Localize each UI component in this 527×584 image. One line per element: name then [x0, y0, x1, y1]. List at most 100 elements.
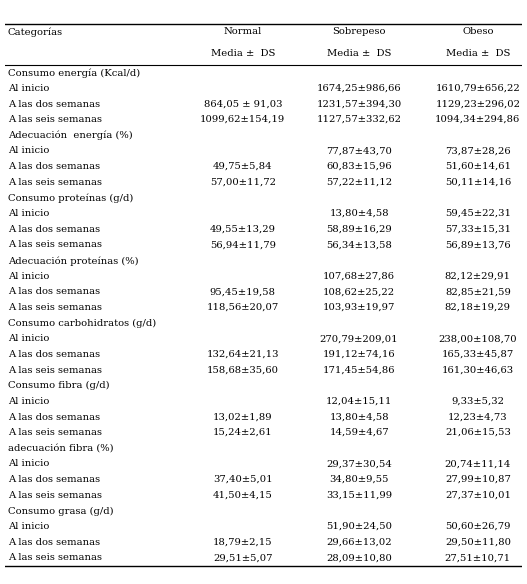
Text: 95,45±19,58: 95,45±19,58 [210, 287, 276, 296]
Text: 77,87±43,70: 77,87±43,70 [326, 147, 392, 155]
Text: 82,12±29,91: 82,12±29,91 [445, 272, 511, 281]
Text: 27,37±10,01: 27,37±10,01 [445, 491, 511, 500]
Text: 27,51±10,71: 27,51±10,71 [445, 554, 511, 562]
Text: 158,68±35,60: 158,68±35,60 [207, 366, 279, 374]
Text: 238,00±108,70: 238,00±108,70 [438, 334, 517, 343]
Text: 50,11±14,16: 50,11±14,16 [445, 178, 511, 187]
Text: Media ±  DS: Media ± DS [211, 49, 275, 58]
Text: A las dos semanas: A las dos semanas [8, 475, 100, 484]
Text: 191,12±74,16: 191,12±74,16 [323, 350, 395, 359]
Text: Adecuación  energía (%): Adecuación energía (%) [8, 131, 133, 140]
Text: 37,40±5,01: 37,40±5,01 [213, 475, 272, 484]
Text: Consumo grasa (g/d): Consumo grasa (g/d) [8, 506, 113, 516]
Text: 56,89±13,76: 56,89±13,76 [445, 241, 511, 249]
Text: 51,60±14,61: 51,60±14,61 [445, 162, 511, 171]
Text: 165,33±45,87: 165,33±45,87 [442, 350, 514, 359]
Text: 34,80±9,55: 34,80±9,55 [329, 475, 389, 484]
Text: 57,33±15,31: 57,33±15,31 [445, 225, 511, 234]
Text: Al inicio: Al inicio [8, 272, 49, 281]
Text: Sobrepeso: Sobrepeso [333, 27, 386, 36]
Text: 56,94±11,79: 56,94±11,79 [210, 241, 276, 249]
Text: 107,68±27,86: 107,68±27,86 [323, 272, 395, 281]
Text: A las dos semanas: A las dos semanas [8, 350, 100, 359]
Text: 1674,25±986,66: 1674,25±986,66 [317, 84, 402, 93]
Text: A las seis semanas: A las seis semanas [8, 428, 102, 437]
Text: 12,23±4,73: 12,23±4,73 [448, 412, 508, 422]
Text: A las dos semanas: A las dos semanas [8, 287, 100, 296]
Text: 171,45±54,86: 171,45±54,86 [323, 366, 395, 374]
Text: 60,83±15,96: 60,83±15,96 [326, 162, 392, 171]
Text: Al inicio: Al inicio [8, 334, 49, 343]
Text: Al inicio: Al inicio [8, 522, 49, 531]
Text: 118,56±20,07: 118,56±20,07 [207, 303, 279, 312]
Text: Categorías: Categorías [8, 27, 63, 37]
Text: A las seis semanas: A las seis semanas [8, 303, 102, 312]
Text: 132,64±21,13: 132,64±21,13 [207, 350, 279, 359]
Text: 50,60±26,79: 50,60±26,79 [445, 522, 511, 531]
Text: A las dos semanas: A las dos semanas [8, 412, 100, 422]
Text: 73,87±28,26: 73,87±28,26 [445, 147, 511, 155]
Text: Consumo fibra (g/d): Consumo fibra (g/d) [8, 381, 110, 390]
Text: A las dos semanas: A las dos semanas [8, 162, 100, 171]
Text: 18,79±2,15: 18,79±2,15 [213, 538, 272, 547]
Text: Al inicio: Al inicio [8, 84, 49, 93]
Text: 1129,23±296,02: 1129,23±296,02 [435, 99, 520, 109]
Text: 13,80±4,58: 13,80±4,58 [329, 209, 389, 218]
Text: 14,59±4,67: 14,59±4,67 [329, 428, 389, 437]
Text: 57,00±11,72: 57,00±11,72 [210, 178, 276, 187]
Text: adecuación fibra (%): adecuación fibra (%) [8, 444, 113, 453]
Text: 9,33±5,32: 9,33±5,32 [451, 397, 504, 406]
Text: Consumo carbohidratos (g/d): Consumo carbohidratos (g/d) [8, 319, 156, 328]
Text: Al inicio: Al inicio [8, 147, 49, 155]
Text: 41,50±4,15: 41,50±4,15 [213, 491, 273, 500]
Text: Consumo energía (Kcal/d): Consumo energía (Kcal/d) [8, 68, 140, 78]
Text: 33,15±11,99: 33,15±11,99 [326, 491, 392, 500]
Text: 58,89±16,29: 58,89±16,29 [326, 225, 392, 234]
Text: Obeso: Obeso [462, 27, 494, 36]
Text: 13,02±1,89: 13,02±1,89 [213, 412, 272, 422]
Text: 29,66±13,02: 29,66±13,02 [326, 538, 392, 547]
Text: 57,22±11,12: 57,22±11,12 [326, 178, 392, 187]
Text: 1610,79±656,22: 1610,79±656,22 [435, 84, 520, 93]
Text: Normal: Normal [224, 27, 262, 36]
Text: 29,50±11,80: 29,50±11,80 [445, 538, 511, 547]
Text: 49,55±13,29: 49,55±13,29 [210, 225, 276, 234]
Text: 20,74±11,14: 20,74±11,14 [445, 460, 511, 468]
Text: Media ±  DS: Media ± DS [327, 49, 391, 58]
Text: 28,09±10,80: 28,09±10,80 [326, 554, 392, 562]
Text: 21,06±15,53: 21,06±15,53 [445, 428, 511, 437]
Text: A las dos semanas: A las dos semanas [8, 225, 100, 234]
Text: Al inicio: Al inicio [8, 209, 49, 218]
Text: 29,51±5,07: 29,51±5,07 [213, 554, 272, 562]
Text: 82,18±19,29: 82,18±19,29 [445, 303, 511, 312]
Text: A las seis semanas: A las seis semanas [8, 115, 102, 124]
Text: 12,04±15,11: 12,04±15,11 [326, 397, 392, 406]
Text: 1231,57±394,30: 1231,57±394,30 [316, 99, 402, 109]
Text: 1099,62±154,19: 1099,62±154,19 [200, 115, 286, 124]
Text: 108,62±25,22: 108,62±25,22 [323, 287, 395, 296]
Text: 1127,57±332,62: 1127,57±332,62 [317, 115, 402, 124]
Text: 864,05 ± 91,03: 864,05 ± 91,03 [203, 99, 282, 109]
Text: Consumo proteínas (g/d): Consumo proteínas (g/d) [8, 193, 133, 203]
Text: 161,30±46,63: 161,30±46,63 [442, 366, 514, 374]
Text: 49,75±5,84: 49,75±5,84 [213, 162, 272, 171]
Text: Al inicio: Al inicio [8, 460, 49, 468]
Text: 103,93±19,97: 103,93±19,97 [323, 303, 395, 312]
Text: 51,90±24,50: 51,90±24,50 [326, 522, 392, 531]
Text: 1094,34±294,86: 1094,34±294,86 [435, 115, 521, 124]
Text: A las dos semanas: A las dos semanas [8, 99, 100, 109]
Text: Media ±  DS: Media ± DS [446, 49, 510, 58]
Text: A las seis semanas: A las seis semanas [8, 491, 102, 500]
Text: 56,34±13,58: 56,34±13,58 [326, 241, 392, 249]
Text: Al inicio: Al inicio [8, 397, 49, 406]
Text: 29,37±30,54: 29,37±30,54 [326, 460, 392, 468]
Text: Adecuación proteínas (%): Adecuación proteínas (%) [8, 256, 139, 266]
Text: 27,99±10,87: 27,99±10,87 [445, 475, 511, 484]
Text: 82,85±21,59: 82,85±21,59 [445, 287, 511, 296]
Text: A las seis semanas: A las seis semanas [8, 178, 102, 187]
Text: 15,24±2,61: 15,24±2,61 [213, 428, 272, 437]
Text: 59,45±22,31: 59,45±22,31 [445, 209, 511, 218]
Text: 13,80±4,58: 13,80±4,58 [329, 412, 389, 422]
Text: 270,79±209,01: 270,79±209,01 [320, 334, 398, 343]
Text: A las seis semanas: A las seis semanas [8, 554, 102, 562]
